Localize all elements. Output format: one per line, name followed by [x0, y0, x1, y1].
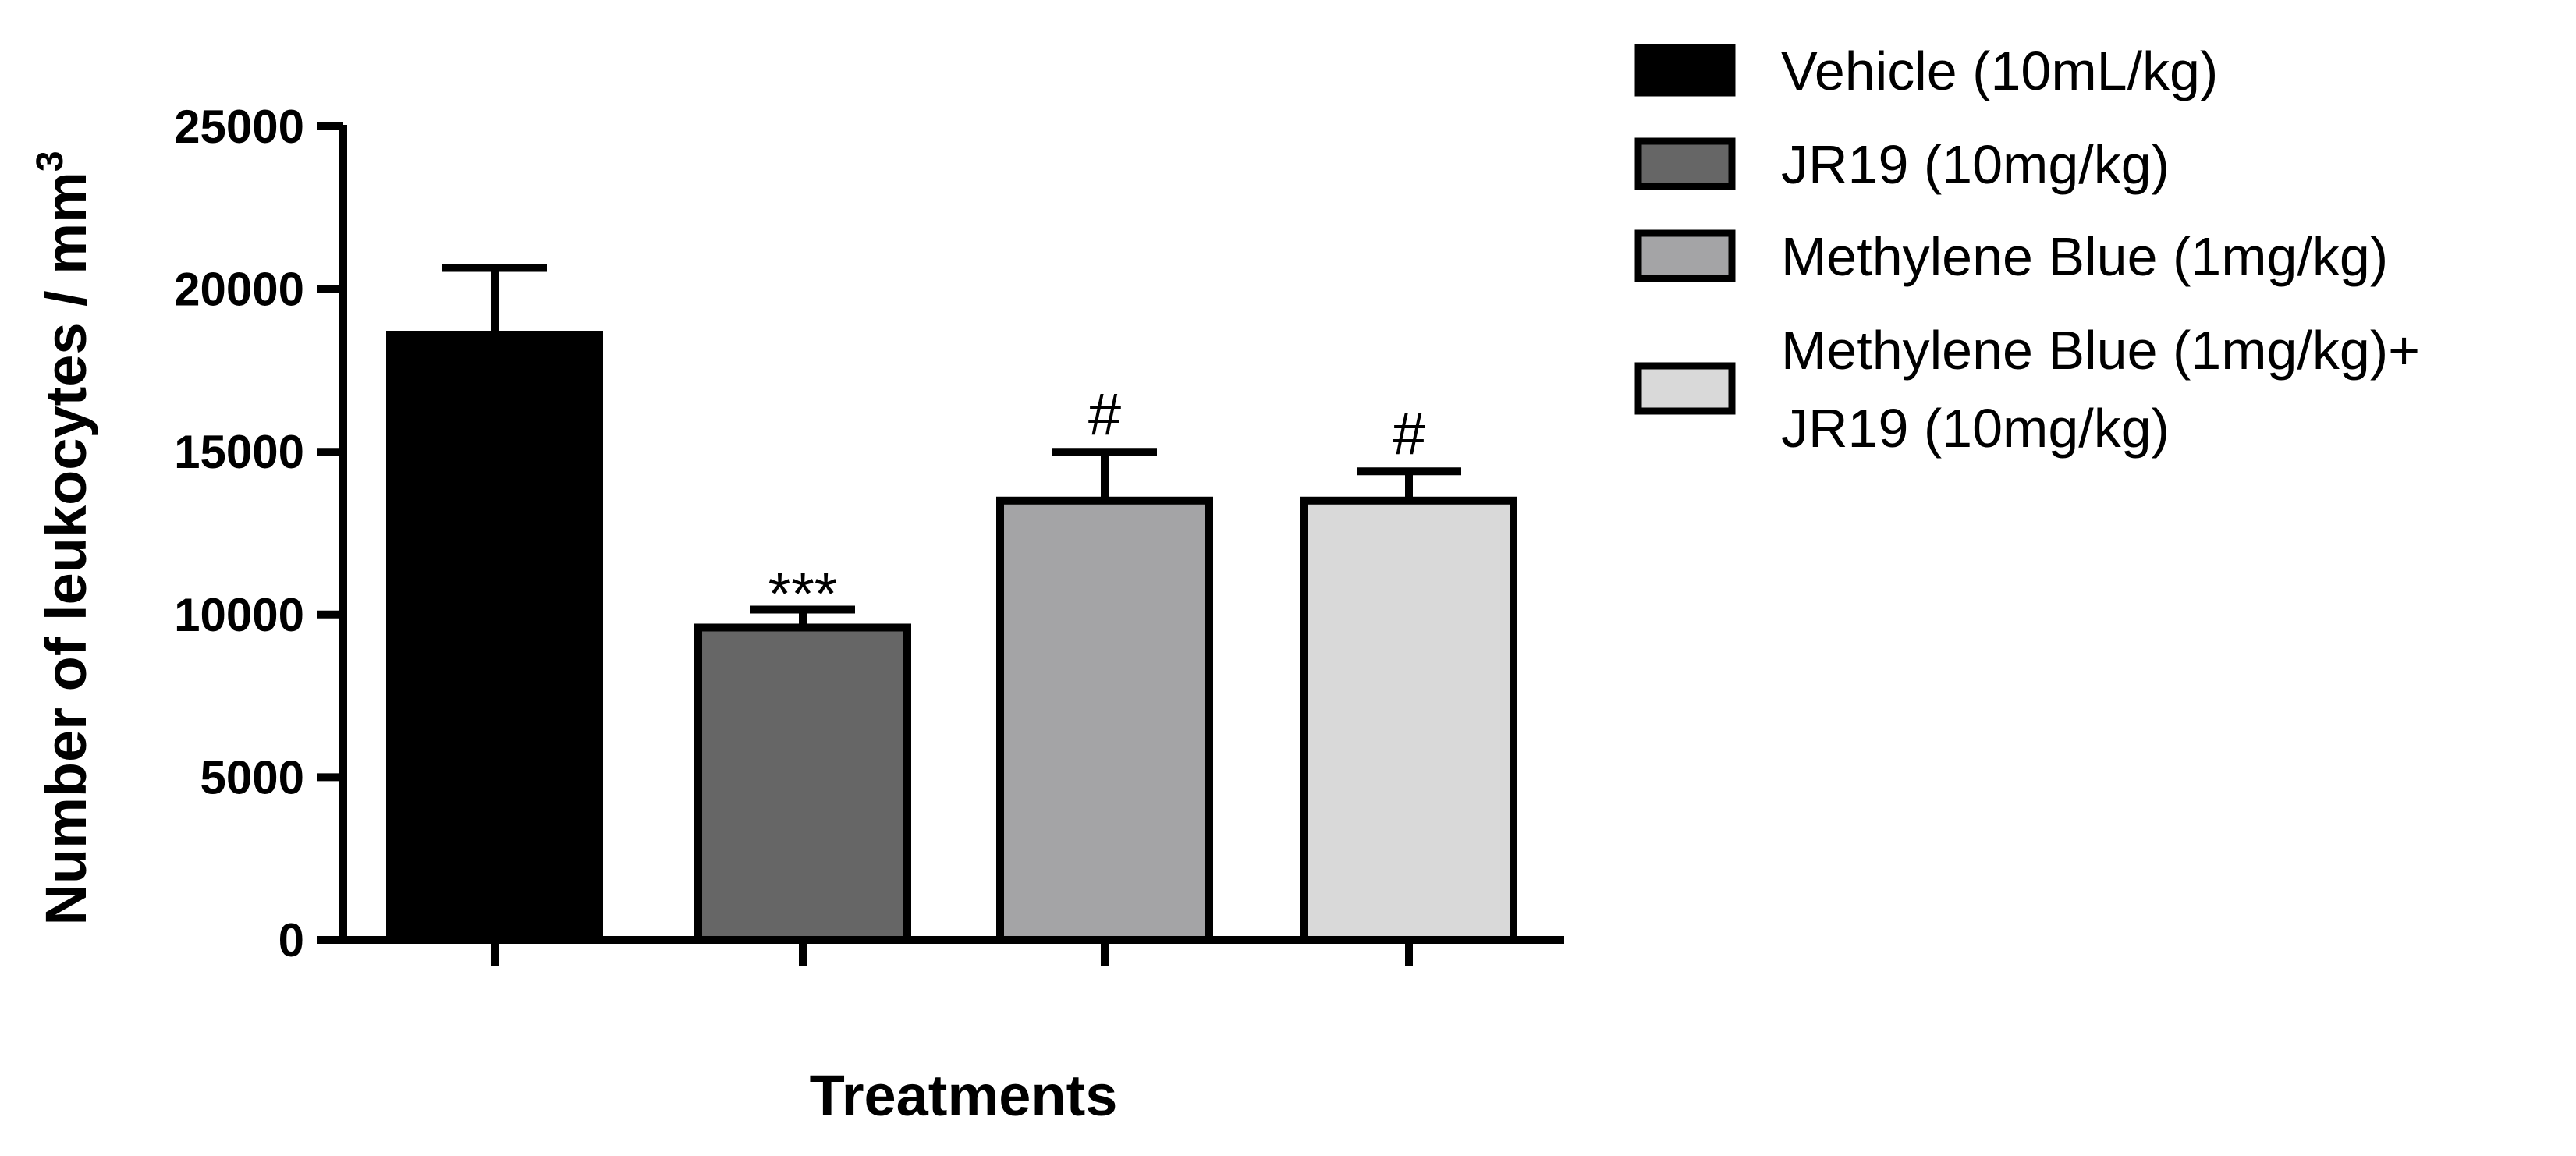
y-tick-label: 20000 — [174, 264, 304, 316]
chart-error-bars — [442, 264, 1461, 628]
legend-swatch-4 — [1634, 362, 1736, 415]
x-axis-title-group: Treatments — [810, 1063, 1118, 1128]
legend-swatch-1 — [1634, 44, 1736, 97]
y-axis-title: Number of leukocytes / mm3 — [30, 151, 98, 925]
legend-label-2: JR19 (10mg/kg) — [1781, 134, 2170, 195]
legend-label-1: Vehicle (10mL/kg) — [1781, 41, 2218, 101]
y-axis-title-superscript: 3 — [30, 151, 71, 172]
bar-4 — [1300, 496, 1517, 944]
y-tick-label: 5000 — [200, 751, 304, 803]
chart-bars — [386, 331, 1517, 944]
significance-marker-2: *** — [768, 562, 838, 628]
bar-1 — [386, 331, 603, 944]
legend-swatch-3 — [1634, 229, 1736, 282]
significance-marker-4: # — [1393, 401, 1425, 467]
chart-annotations: *** # # — [768, 381, 1426, 627]
y-axis-title-text: Number of leukocytes / mm — [34, 172, 98, 925]
legend-label-4-line-1: Methylene Blue (1mg/kg)+ — [1781, 320, 2420, 381]
y-tick-label: 25000 — [174, 101, 304, 153]
y-tick-label: 10000 — [174, 589, 304, 641]
y-tick-label: 0 — [279, 914, 304, 966]
bar-3 — [996, 496, 1213, 944]
bar-2 — [694, 623, 911, 944]
x-axis-title: Treatments — [810, 1063, 1118, 1128]
legend-swatch-2 — [1634, 137, 1736, 190]
legend-label-4-line-2: JR19 (10mg/kg) — [1781, 398, 2170, 459]
chart-legend: Vehicle (10mL/kg) JR19 (10mg/kg) Methylene… — [1634, 41, 2420, 459]
legend-label-3: Methylene Blue (1mg/kg) — [1781, 226, 2388, 287]
significance-marker-3: # — [1088, 381, 1121, 448]
y-axis-title-group: Number of leukocytes / mm3 — [30, 151, 98, 925]
y-tick-label: 15000 — [174, 426, 304, 478]
